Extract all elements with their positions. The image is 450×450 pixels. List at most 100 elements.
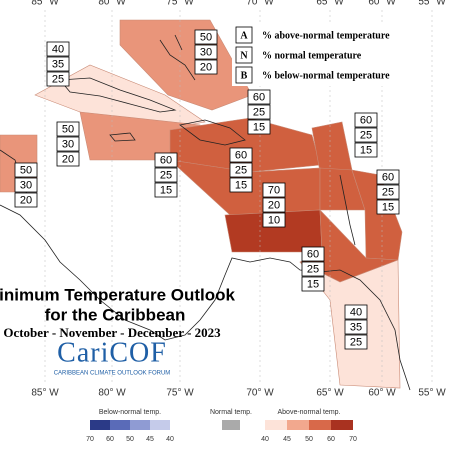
longitude-label: 75° W (166, 0, 194, 8)
probability-value: 10 (268, 214, 280, 226)
probability-box (14, 192, 38, 208)
probability-box (301, 246, 325, 262)
probability-value: 30 (20, 179, 32, 191)
probability-value: 50 (200, 31, 212, 43)
probability-value: 30 (200, 46, 212, 58)
probability-value: 30 (62, 138, 74, 150)
longitude-label: 70° W (246, 0, 274, 8)
probability-box (46, 56, 70, 72)
probability-value: 20 (200, 61, 212, 73)
probability-value: 50 (62, 123, 74, 135)
probability-box (344, 334, 368, 350)
colorbar-tick: 40 (166, 436, 174, 443)
probability-value: 15 (360, 144, 372, 156)
probability-value: 40 (350, 306, 362, 318)
legend-key: B (241, 70, 248, 81)
logo-subtitle: CARIBBEAN CLIMATE OUTLOOK FORUM (54, 371, 171, 377)
probability-value: 25 (382, 186, 394, 198)
probability-value: 15 (160, 184, 172, 196)
probability-box (354, 142, 378, 158)
probability-value: 60 (160, 154, 172, 166)
legend-key-box (235, 66, 253, 84)
colorbar-tick: 70 (86, 436, 94, 443)
probability-value: 25 (160, 169, 172, 181)
probability-value: 60 (307, 248, 319, 260)
colorbar-swatch (331, 420, 353, 430)
colorbar-label: Normal temp. (210, 409, 252, 416)
colorbar-swatch (90, 420, 110, 430)
probability-box (262, 197, 286, 213)
probability-value: 15 (235, 179, 247, 191)
probability-box (301, 276, 325, 292)
colorbar-label: Above-normal temp. (277, 409, 340, 416)
probability-box (376, 169, 400, 185)
colorbar-swatch (309, 420, 331, 430)
probability-box (46, 41, 70, 57)
probability-value: 15 (382, 201, 394, 213)
legend-key-box (235, 46, 253, 64)
longitude-label: 80° W (98, 388, 126, 399)
longitude-label: 70° W (246, 388, 274, 399)
probability-box (376, 184, 400, 200)
probability-box (262, 182, 286, 198)
probability-value: 70 (268, 184, 280, 196)
probability-box (229, 177, 253, 193)
probability-box (344, 319, 368, 335)
probability-box (154, 152, 178, 168)
probability-value: 25 (360, 129, 372, 141)
probability-value: 20 (62, 153, 74, 165)
probability-box (229, 147, 253, 163)
probability-value: 25 (350, 336, 362, 348)
probability-value: 40 (52, 43, 64, 55)
colorbar-tick: 60 (327, 436, 335, 443)
legend-key: A (240, 30, 248, 41)
probability-value: 35 (350, 321, 362, 333)
probability-box (344, 304, 368, 320)
probability-value: 60 (235, 149, 247, 161)
probability-box (14, 162, 38, 178)
longitude-label: 55° W (418, 388, 446, 399)
probability-value: 25 (52, 73, 64, 85)
probability-value: 60 (253, 91, 265, 103)
probability-value: 25 (235, 164, 247, 176)
probability-box (154, 167, 178, 183)
colorbar-tick: 45 (146, 436, 154, 443)
probability-box (354, 112, 378, 128)
probability-box (229, 162, 253, 178)
legend-key: N (240, 50, 248, 61)
legend-key-box (235, 26, 253, 44)
colorbar-tick: 45 (283, 436, 291, 443)
probability-value: 50 (20, 164, 32, 176)
logo: CariCOF (57, 337, 167, 368)
probability-value: 20 (20, 194, 32, 206)
probability-box (262, 212, 286, 228)
longitude-label: 85° W (31, 388, 59, 399)
longitude-label: 80° W (98, 0, 126, 8)
probability-box (56, 136, 80, 152)
colorbar-label: Below-normal temp. (99, 409, 161, 416)
regions (0, 10, 433, 389)
colorbar-tick: 70 (349, 436, 357, 443)
probability-box (247, 119, 271, 135)
longitude-label: 55° W (418, 0, 446, 8)
probability-box (154, 182, 178, 198)
probability-box (301, 261, 325, 277)
colorbar-swatch (222, 420, 240, 430)
colorbar-swatch (110, 420, 130, 430)
probability-value: 20 (268, 199, 280, 211)
probability-value: 60 (382, 171, 394, 183)
colorbar-swatch (150, 420, 170, 430)
period: October - November - December - 2023 (3, 325, 221, 340)
colorbar-tick: 40 (261, 436, 269, 443)
longitude-label: 85° W (31, 0, 59, 8)
legend-background (232, 24, 415, 86)
longitude-label: 60° W (368, 388, 396, 399)
probability-box (247, 89, 271, 105)
probability-box (354, 127, 378, 143)
colorbar-swatch (130, 420, 150, 430)
longitude-label: 60° W (368, 0, 396, 8)
legend-text: % normal temperature (262, 50, 362, 61)
colorbar-swatch (265, 420, 287, 430)
probability-value: 25 (253, 106, 265, 118)
